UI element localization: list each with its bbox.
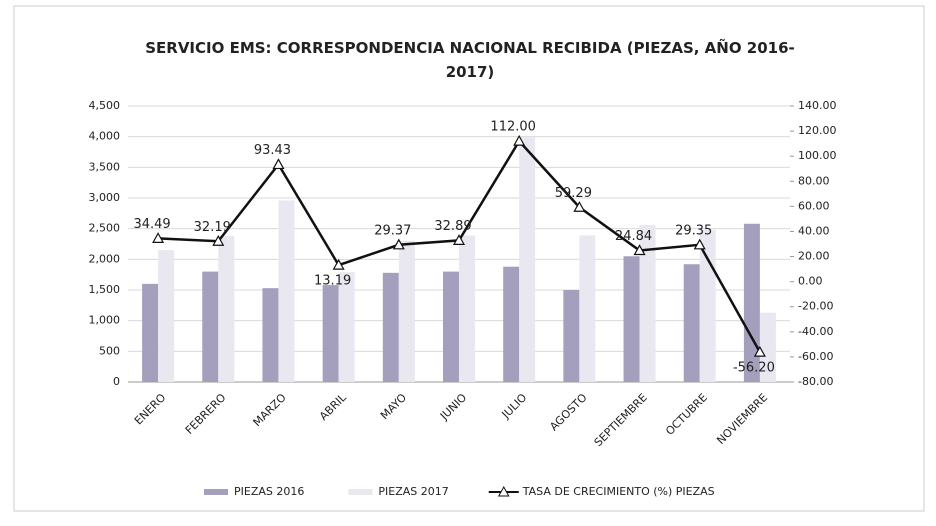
y-tick-label: 4,000 bbox=[89, 130, 121, 143]
bar bbox=[699, 229, 716, 382]
legend-label: PIEZAS 2016 bbox=[234, 485, 304, 498]
x-tick-label: NOVIEMBRE bbox=[714, 391, 770, 447]
legend-label: TASA DE CRECIMIENTO (%) PIEZAS bbox=[522, 485, 715, 498]
y2-tick-label: 40.00 bbox=[798, 224, 830, 237]
bar bbox=[278, 200, 295, 382]
bar bbox=[338, 272, 355, 382]
data-label: 32.19 bbox=[194, 220, 231, 235]
y2-tick-label: -40.00 bbox=[798, 325, 833, 338]
bar bbox=[759, 312, 776, 382]
data-label: 112.00 bbox=[490, 120, 536, 135]
bar bbox=[579, 235, 596, 382]
y2-tick-label: 140.00 bbox=[798, 99, 837, 112]
x-tick-label: AGOSTO bbox=[547, 391, 590, 434]
y2-tick-label: -20.00 bbox=[798, 300, 833, 313]
data-label: 29.37 bbox=[374, 223, 411, 238]
line-marker bbox=[392, 238, 405, 250]
bar bbox=[202, 271, 219, 382]
line-marker bbox=[152, 232, 165, 243]
line-marker bbox=[693, 238, 706, 250]
y-tick-label: 3,500 bbox=[89, 160, 121, 173]
chart-title: SERVICIO EMS: CORRESPONDENCIA NACIONAL R… bbox=[145, 39, 795, 81]
x-tick-label: FEBRERO bbox=[183, 391, 229, 437]
bar bbox=[142, 283, 159, 382]
line-marker bbox=[272, 158, 285, 170]
y2-tick-label: 0.00 bbox=[798, 275, 823, 288]
y2-tick-label: 20.00 bbox=[798, 250, 830, 263]
legend-swatch bbox=[204, 489, 228, 495]
legend-label: PIEZAS 2017 bbox=[378, 485, 448, 498]
legend-swatch bbox=[348, 489, 373, 495]
data-label: 13.19 bbox=[314, 274, 351, 289]
y-tick-label: 2,000 bbox=[89, 252, 121, 265]
bar bbox=[459, 235, 475, 382]
bar bbox=[218, 236, 235, 382]
line-marker bbox=[332, 258, 345, 270]
bar bbox=[743, 223, 760, 382]
x-tick-label: ABRIL bbox=[317, 390, 349, 422]
x-tick-label: ENERO bbox=[132, 391, 169, 428]
bar bbox=[158, 250, 175, 382]
y2-tick-label: -80.00 bbox=[798, 375, 833, 388]
data-label: -56.20 bbox=[733, 361, 775, 376]
line-marker bbox=[633, 244, 646, 256]
line-marker bbox=[513, 134, 526, 146]
line-marker bbox=[212, 235, 225, 246]
y-tick-label: 3,000 bbox=[89, 191, 121, 204]
y2-tick-label: 120.00 bbox=[798, 124, 837, 137]
bar bbox=[519, 137, 536, 382]
y-tick-label: 4,500 bbox=[89, 99, 121, 112]
y2-tick-label: 100.00 bbox=[798, 149, 837, 162]
x-tick-label: SEPTIEMBRE bbox=[592, 391, 650, 449]
x-tick-label: JULIO bbox=[499, 391, 530, 422]
y-tick-label: 2,500 bbox=[89, 222, 121, 235]
bar bbox=[563, 290, 580, 382]
x-tick-label: JUNIO bbox=[437, 391, 469, 423]
chart-frame bbox=[13, 5, 925, 512]
data-label: 32.89 bbox=[434, 219, 471, 234]
line-marker bbox=[753, 345, 766, 357]
data-label: 59.29 bbox=[555, 186, 592, 201]
x-tick-label: OCTUBRE bbox=[663, 391, 710, 438]
x-tick-label: MAYO bbox=[378, 391, 409, 422]
x-tick-label: MARZO bbox=[251, 391, 289, 429]
bar bbox=[443, 271, 459, 382]
bar bbox=[639, 224, 656, 382]
line-marker bbox=[573, 201, 586, 212]
y-tick-label: 0 bbox=[113, 375, 120, 388]
bar bbox=[322, 285, 339, 382]
bar bbox=[382, 272, 399, 382]
line-marker bbox=[452, 234, 466, 245]
bar bbox=[503, 266, 520, 382]
legend-marker bbox=[497, 485, 510, 497]
y-tick-label: 1,500 bbox=[89, 283, 121, 296]
y2-tick-label: 80.00 bbox=[798, 174, 830, 187]
y-tick-label: 1,000 bbox=[89, 314, 121, 327]
data-label: 34.49 bbox=[133, 217, 170, 232]
bar bbox=[623, 256, 640, 382]
y-tick-label: 500 bbox=[99, 344, 120, 357]
data-label: 93.43 bbox=[254, 143, 291, 158]
y2-tick-label: 60.00 bbox=[798, 199, 830, 212]
bar bbox=[683, 264, 700, 382]
data-label: 24.84 bbox=[615, 229, 652, 244]
data-label: 29.35 bbox=[675, 223, 712, 238]
bar bbox=[262, 288, 279, 382]
bar bbox=[398, 240, 415, 382]
y2-tick-label: -60.00 bbox=[798, 350, 833, 363]
